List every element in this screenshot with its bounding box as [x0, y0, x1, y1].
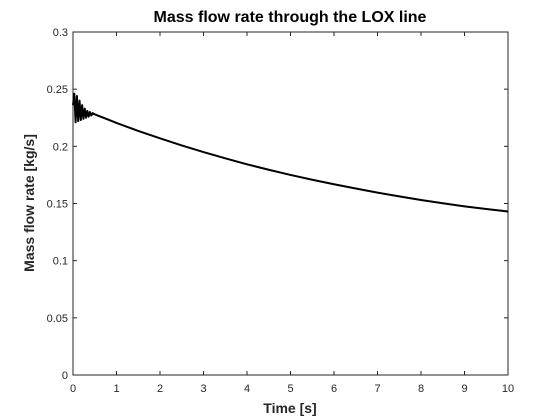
x-tick-label: 6	[331, 383, 337, 395]
y-tick-label: 0.3	[53, 27, 68, 39]
x-tick-label: 10	[502, 383, 514, 395]
y-axis-ticks: 0 0.05 0.1 0.15 0.2 0.25 0.3	[47, 27, 508, 382]
series-layer	[72, 92, 509, 213]
y-tick-label: 0	[62, 370, 68, 382]
y-tick-label: 0.25	[47, 84, 68, 96]
chart-title: Mass flow rate through the LOX line	[154, 9, 427, 26]
x-axis-ticks: 0 1 2 3 4 5 6 7 8 9 10	[70, 32, 514, 395]
x-tick-label: 5	[287, 383, 293, 395]
x-tick-label: 0	[70, 383, 76, 395]
y-axis-title: Mass flow rate [kg/s]	[21, 134, 37, 272]
y-tick-label: 0.15	[47, 199, 68, 211]
x-tick-label: 1	[113, 383, 119, 395]
y-tick-label: 0.1	[53, 256, 68, 268]
x-tick-label: 8	[418, 383, 424, 395]
x-axis-title: Time [s]	[263, 400, 316, 416]
x-tick-label: 2	[157, 383, 163, 395]
x-tick-label: 4	[244, 383, 250, 395]
mass-flow-line	[72, 92, 509, 213]
y-tick-label: 0.2	[53, 141, 68, 153]
plot-area	[72, 31, 509, 376]
x-tick-label: 3	[200, 383, 206, 395]
x-tick-label: 7	[374, 383, 380, 395]
x-tick-label: 9	[461, 383, 467, 395]
y-tick-label: 0.05	[47, 313, 68, 325]
